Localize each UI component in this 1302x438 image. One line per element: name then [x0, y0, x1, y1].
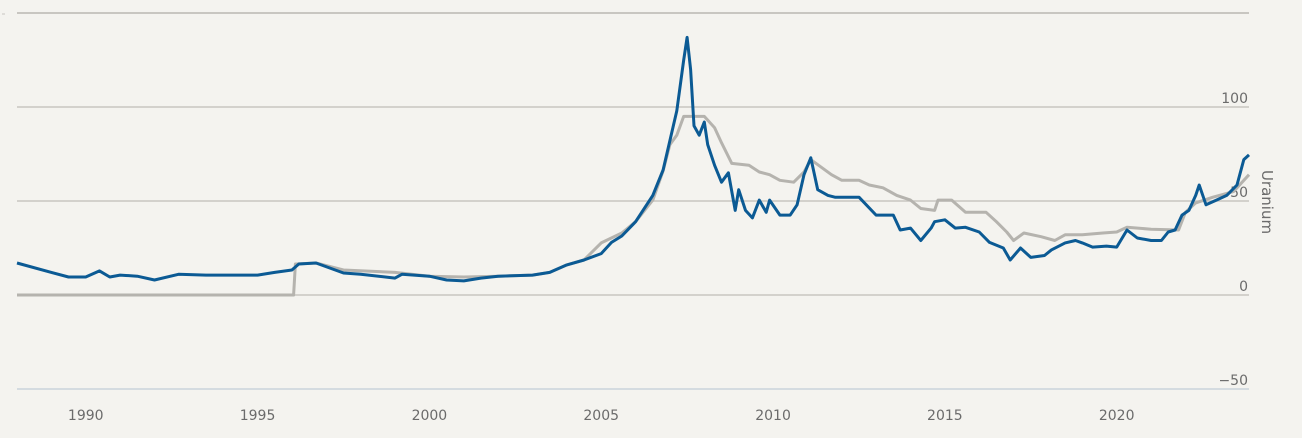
series-line-long-term [17, 114, 1251, 297]
x-tick-label: 1995 [240, 408, 276, 424]
y-tick-label: 100 [1221, 91, 1248, 107]
y-tick-label: 0 [1239, 279, 1248, 295]
x-tick-label: 1990 [68, 408, 104, 424]
y-tick-label: −50 [1218, 373, 1248, 389]
x-tick-label: 2000 [412, 408, 448, 424]
x-tick-label: 2020 [1099, 408, 1135, 424]
x-tick-label: 2015 [927, 408, 963, 424]
x-tick-label: 2010 [755, 408, 791, 424]
x-tick-labels: 1990 1995 2000 2005 2010 2015 2020 [68, 408, 1135, 424]
series-line-spot [16, 35, 1251, 283]
y-axis-label: Uranium [1258, 170, 1276, 234]
series-lines [16, 35, 1251, 297]
x-tick-label: 2005 [583, 408, 619, 424]
gridlines [17, 12, 1249, 390]
